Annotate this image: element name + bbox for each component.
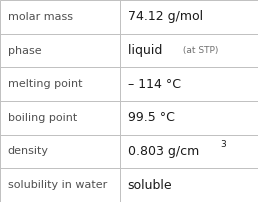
Text: (at STP): (at STP) — [180, 46, 218, 55]
Text: soluble: soluble — [128, 179, 172, 192]
Text: 0.803 g/cm: 0.803 g/cm — [128, 145, 199, 158]
Text: melting point: melting point — [8, 79, 82, 89]
Text: solubility in water: solubility in water — [8, 180, 107, 190]
Text: molar mass: molar mass — [8, 12, 73, 22]
Text: liquid: liquid — [128, 44, 170, 57]
Text: 3: 3 — [220, 140, 226, 149]
Text: phase: phase — [8, 45, 41, 56]
Text: 99.5 °C: 99.5 °C — [128, 111, 175, 124]
Text: 74.12 g/mol: 74.12 g/mol — [128, 10, 203, 23]
Text: density: density — [8, 146, 49, 157]
Text: boiling point: boiling point — [8, 113, 77, 123]
Text: – 114 °C: – 114 °C — [128, 78, 181, 91]
